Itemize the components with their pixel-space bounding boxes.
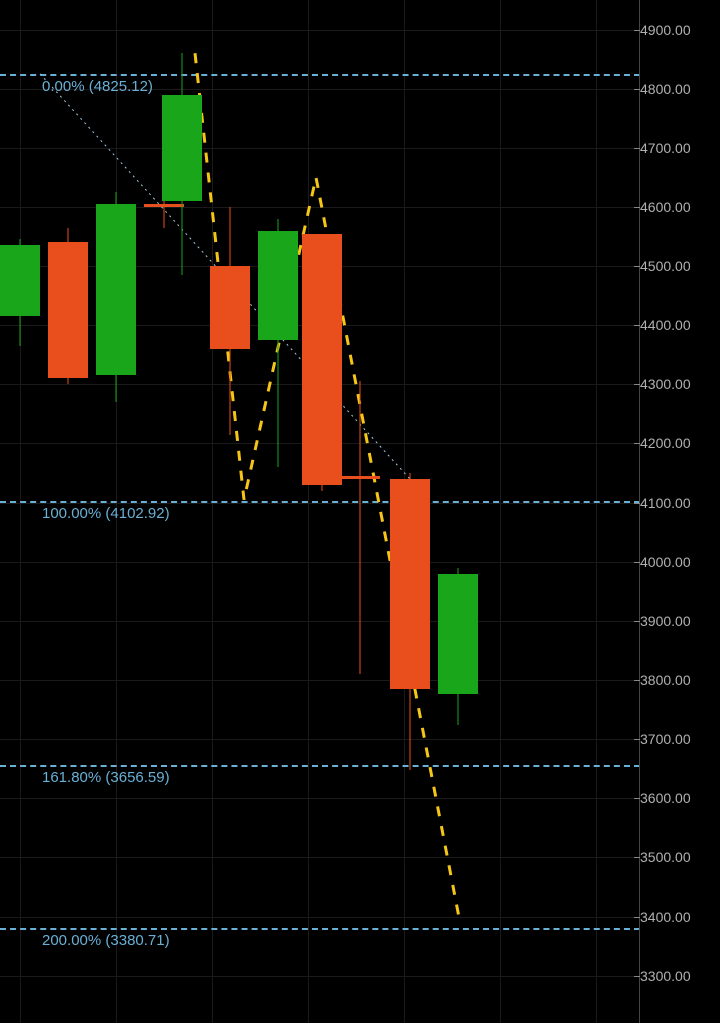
- y-tick-mark: [634, 739, 640, 740]
- y-tick-mark: [634, 30, 640, 31]
- candle-body: [162, 95, 202, 201]
- y-tick-label: 4500.00: [640, 258, 691, 274]
- y-tick-mark: [634, 148, 640, 149]
- y-tick-mark: [634, 562, 640, 563]
- fibonacci-label: 200.00% (3380.71): [42, 932, 170, 949]
- candle-body: [302, 234, 342, 485]
- y-tick-label: 4100.00: [640, 495, 691, 511]
- y-tick-label: 4800.00: [640, 81, 691, 97]
- candle[interactable]: [302, 0, 342, 1023]
- candle-body: [96, 204, 136, 375]
- candle-body: [438, 574, 478, 695]
- y-tick-mark: [634, 503, 640, 504]
- y-tick-label: 3300.00: [640, 968, 691, 984]
- y-tick-mark: [634, 680, 640, 681]
- candle-body: [48, 242, 88, 378]
- candle[interactable]: [438, 0, 478, 1023]
- y-tick-mark: [634, 325, 640, 326]
- y-tick-label: 4000.00: [640, 554, 691, 570]
- plot-area[interactable]: 0.00% (4825.12) 100.00% (4102.92) 161.80% …: [0, 0, 640, 1023]
- y-tick-label: 3500.00: [640, 849, 691, 865]
- y-tick-mark: [634, 89, 640, 90]
- grid-line-vertical: [500, 0, 501, 1023]
- y-tick-label: 3800.00: [640, 672, 691, 688]
- y-tick-label: 3900.00: [640, 613, 691, 629]
- y-tick-mark: [634, 266, 640, 267]
- candle-wick: [360, 381, 361, 674]
- y-tick-mark: [634, 207, 640, 208]
- candle-body: [258, 231, 298, 340]
- y-tick-label: 4900.00: [640, 22, 691, 38]
- candlestick-chart[interactable]: 0.00% (4825.12) 100.00% (4102.92) 161.80% …: [0, 0, 720, 1023]
- candle-body: [0, 245, 40, 316]
- candle[interactable]: [0, 0, 40, 1023]
- y-tick-label: 4400.00: [640, 317, 691, 333]
- fibonacci-label: 161.80% (3656.59): [42, 769, 170, 786]
- y-tick-label: 4200.00: [640, 435, 691, 451]
- candle-body: [390, 479, 430, 689]
- candle-body: [340, 476, 380, 479]
- y-axis: 3300.00 3400.00 3500.00 3600.00 3700.00 3800.…: [640, 0, 720, 1023]
- grid-line-vertical: [596, 0, 597, 1023]
- y-tick-label: 3400.00: [640, 909, 691, 925]
- y-tick-mark: [634, 976, 640, 977]
- y-tick-label: 3700.00: [640, 731, 691, 747]
- candle[interactable]: [340, 0, 380, 1023]
- y-tick-label: 4700.00: [640, 140, 691, 156]
- candle[interactable]: [258, 0, 298, 1023]
- y-tick-mark: [634, 798, 640, 799]
- y-tick-mark: [634, 857, 640, 858]
- y-tick-label: 4300.00: [640, 376, 691, 392]
- fibonacci-label: 0.00% (4825.12): [42, 78, 153, 95]
- y-tick-label: 4600.00: [640, 199, 691, 215]
- y-tick-mark: [634, 384, 640, 385]
- y-tick-label: 3600.00: [640, 790, 691, 806]
- fibonacci-label: 100.00% (4102.92): [42, 505, 170, 522]
- candle[interactable]: [210, 0, 250, 1023]
- candle-body: [210, 266, 250, 349]
- y-tick-mark: [634, 917, 640, 918]
- candle[interactable]: [390, 0, 430, 1023]
- y-tick-mark: [634, 443, 640, 444]
- y-tick-mark: [634, 621, 640, 622]
